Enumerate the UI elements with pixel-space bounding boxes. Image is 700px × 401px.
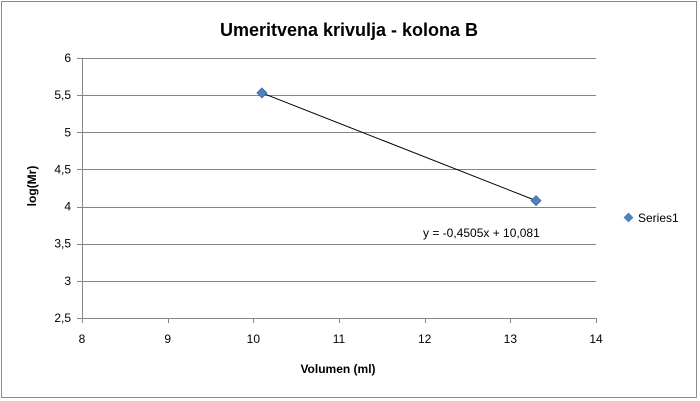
x-tick-label-0: 8	[79, 332, 86, 346]
y-tick-label-5: 5	[64, 125, 71, 139]
y-tick-label-6: 5,5	[54, 88, 71, 102]
x-tick-label-5: 13	[504, 332, 518, 346]
legend-marker	[623, 212, 634, 223]
chart-title: Umeritvena krivulja - kolona B	[220, 20, 478, 40]
y-tick-label-3: 4	[64, 200, 71, 214]
x-tick-label-6: 14	[589, 332, 603, 346]
data-points	[256, 87, 542, 207]
x-tick-label-4: 12	[418, 332, 432, 346]
trendline-group	[261, 92, 537, 202]
gridlines	[82, 58, 596, 282]
y-tick-label-4: 4,5	[54, 162, 71, 176]
x-tick-label-1: 9	[164, 332, 171, 346]
trendline-equation: y = -0,4505x + 10,081	[423, 226, 540, 240]
x-tick-label-3: 11	[333, 332, 346, 346]
trendline	[261, 92, 537, 202]
data-point-2	[530, 195, 542, 207]
tick-labels: 2,5 3 3,5 4 4,5 5 5,5 6 8 9 10 11 12 13 14	[54, 51, 603, 346]
y-tick-label-0: 2,5	[54, 311, 71, 325]
legend-label-series1: Series1	[638, 211, 679, 225]
axes	[77, 58, 597, 323]
y-axis-title: log(Mr)	[25, 166, 39, 207]
x-tick-label-2: 10	[247, 332, 261, 346]
data-point-1	[256, 87, 268, 99]
x-axis-title: Volumen (ml)	[300, 362, 375, 376]
y-tick-label-1: 3	[64, 274, 71, 288]
legend: Series1	[623, 211, 679, 225]
y-tick-label-7: 6	[64, 51, 71, 65]
y-tick-label-2: 3,5	[54, 237, 71, 251]
